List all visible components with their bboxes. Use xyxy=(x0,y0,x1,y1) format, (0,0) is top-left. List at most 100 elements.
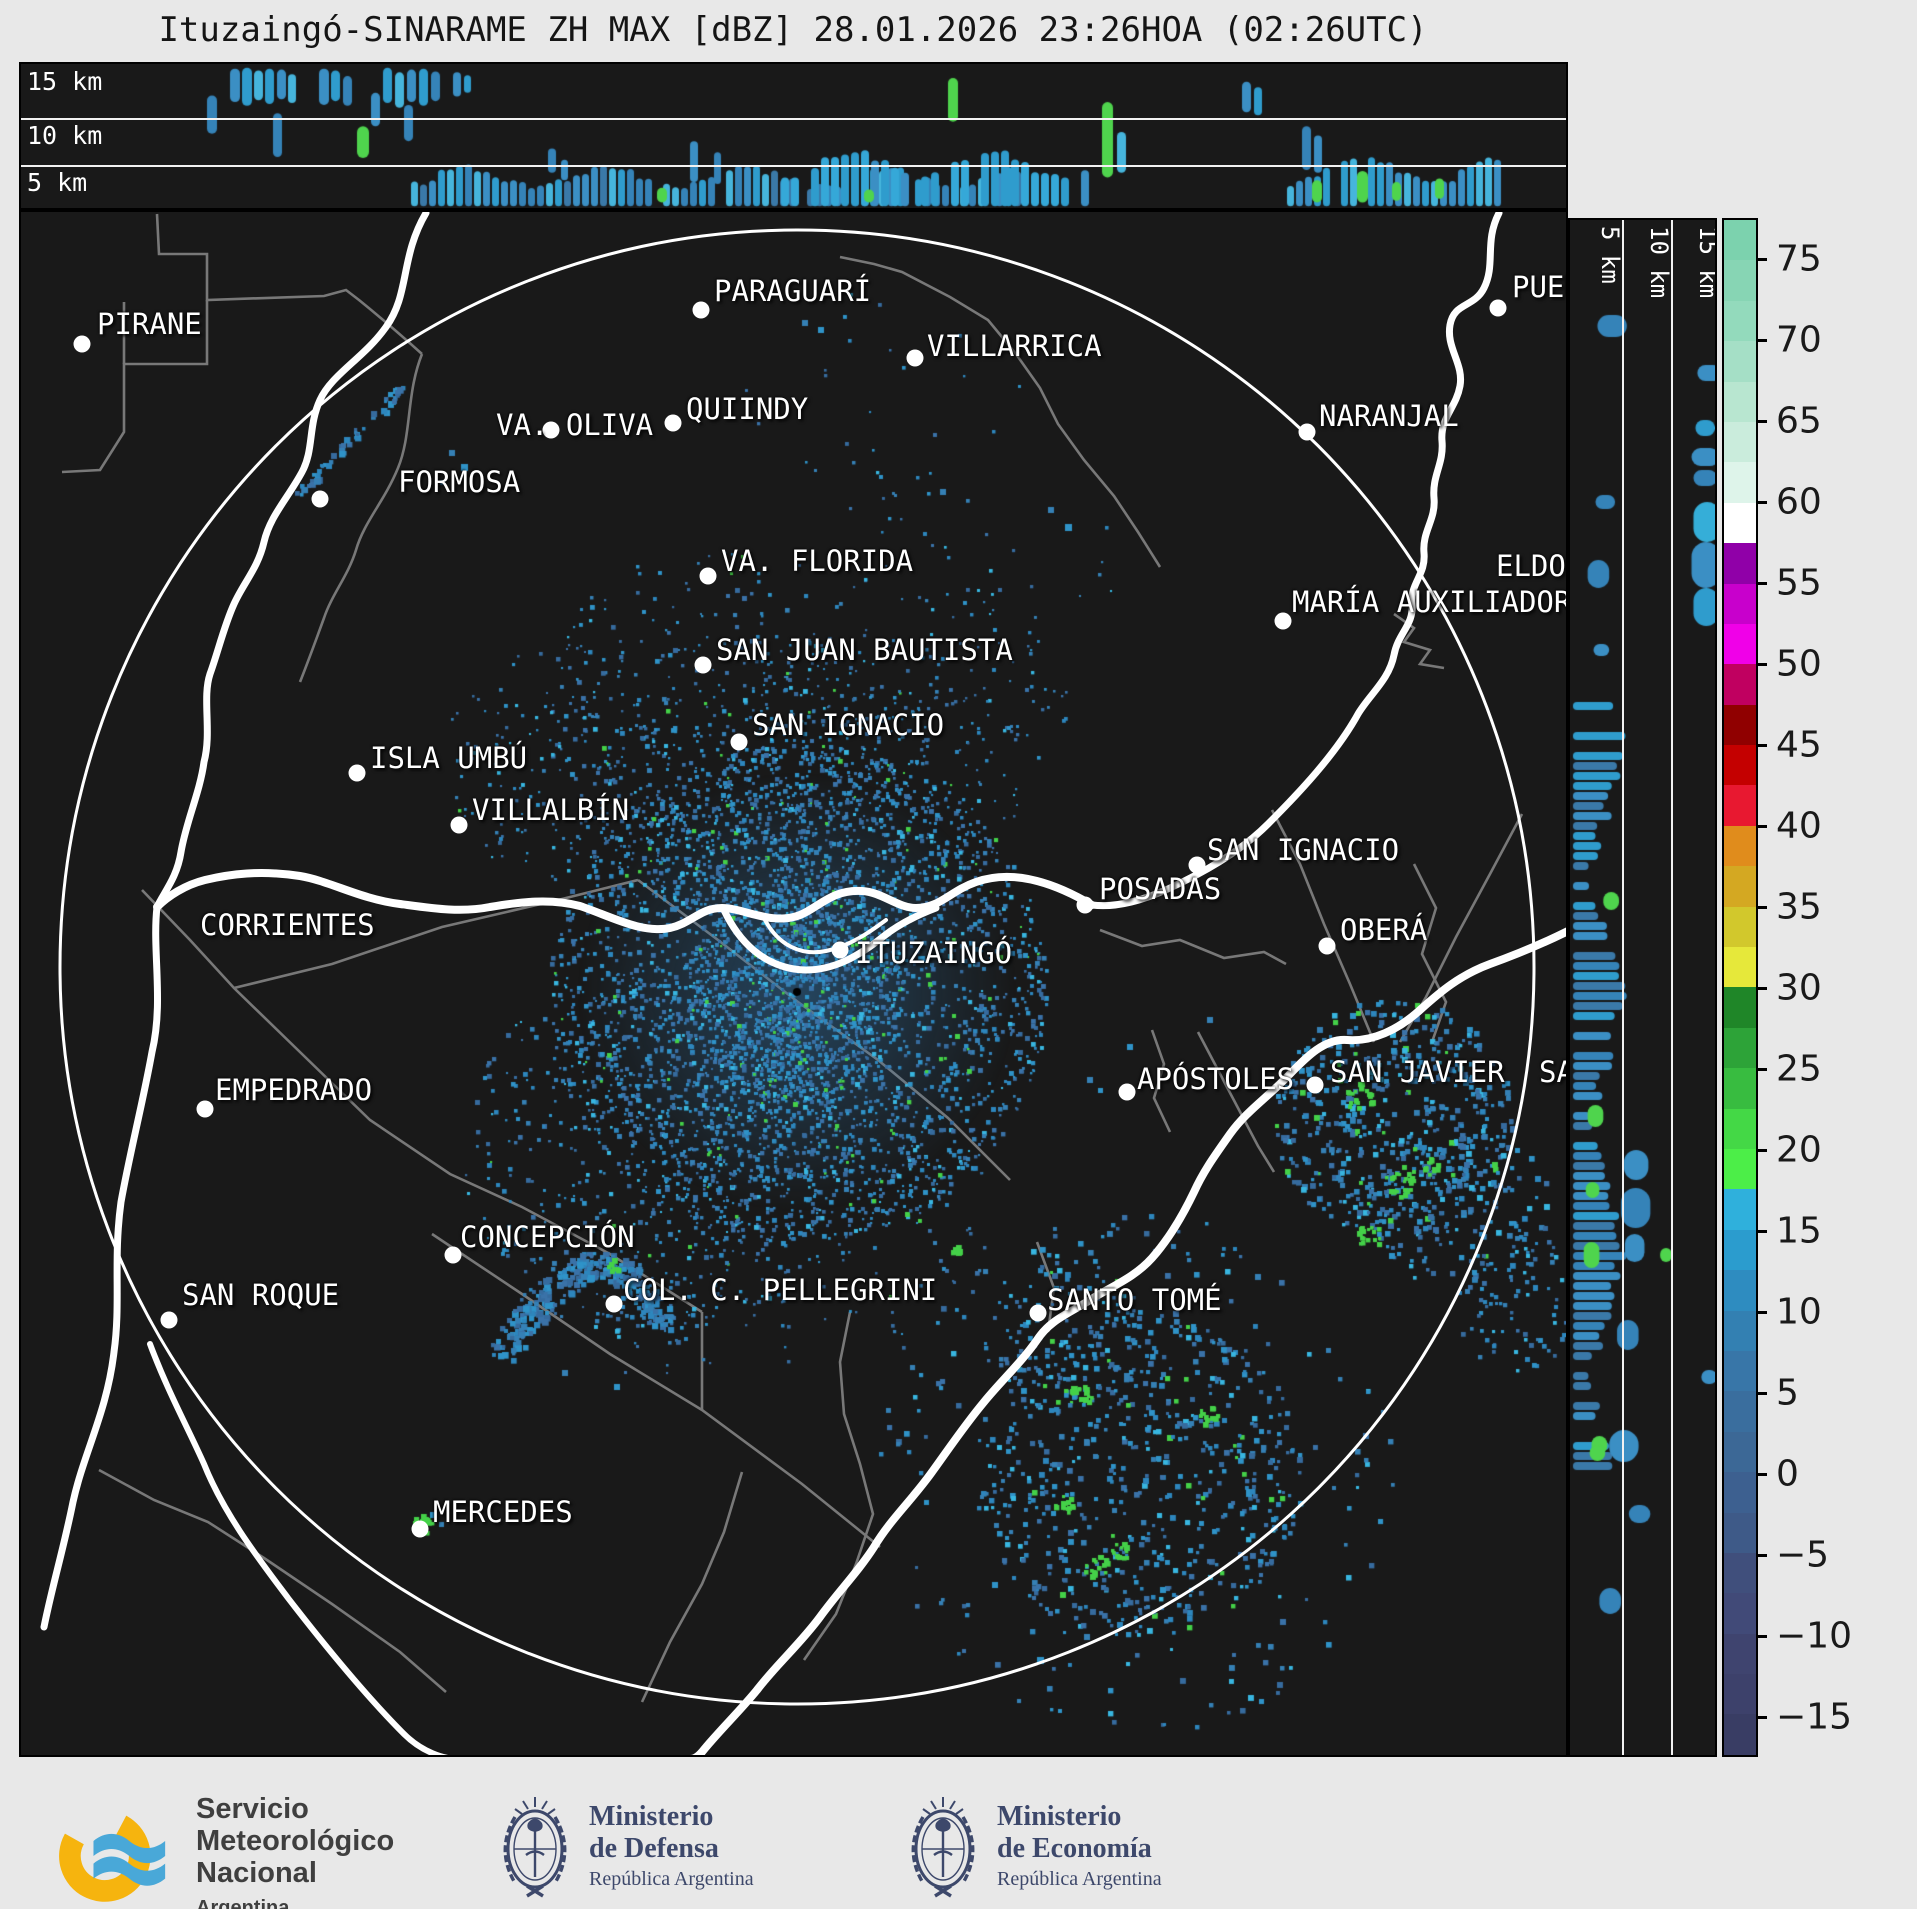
river-path xyxy=(153,212,430,911)
river-path xyxy=(153,869,1096,934)
economia-logo-block: Ministerio de Economía República Argenti… xyxy=(903,1787,1162,1907)
colorbar-tick-label: 30 xyxy=(1776,967,1822,1008)
city-dot-va-oliva xyxy=(542,421,560,439)
colorbar-tick-mark xyxy=(1757,1067,1767,1071)
colorbar-tick-mark xyxy=(1757,500,1767,504)
right-panel-5km-line xyxy=(1622,220,1624,1755)
colorbar-tick-mark xyxy=(1757,662,1767,666)
city-label-empedrado: EMPEDRADO xyxy=(215,1073,373,1107)
colorbar-tick-mark xyxy=(1757,1472,1767,1476)
city-label-santo-tome: SANTO TOMÉ xyxy=(1047,1283,1222,1317)
right-panel-label-15km: 15 km xyxy=(1694,226,1717,299)
defensa-text-line2: de Defensa xyxy=(589,1833,719,1864)
city-label-obera: OBERÁ xyxy=(1340,913,1428,947)
smn-text-line1: Servicio xyxy=(196,1793,309,1825)
colorbar-tick-label: 50 xyxy=(1776,643,1822,684)
colorbar-band xyxy=(1724,745,1756,786)
colorbar-band xyxy=(1724,1310,1756,1351)
smn-text-line3: Nacional xyxy=(196,1857,317,1889)
city-label-concepcion: CONCEPCIÓN xyxy=(460,1220,635,1254)
city-dot-ituzaingo xyxy=(831,941,849,959)
colorbar-tick-mark xyxy=(1757,581,1767,585)
city-label-maria-auxiliadora: MARÍA AUXILIADORA xyxy=(1292,585,1568,619)
colorbar-tick-label: 55 xyxy=(1776,562,1822,603)
colorbar-tick-mark xyxy=(1757,905,1767,909)
city-label-va-florida: VA. FLORIDA xyxy=(721,544,914,578)
city-label-villarrica: VILLARRICA xyxy=(927,329,1102,363)
map-panel: PIRANE PARAGUARÍ VILLARRICA QUIINDY VA. OLIV… xyxy=(19,210,1568,1757)
city-dot-villarrica xyxy=(906,349,924,367)
city-label-san-ignacio: SAN IGNACIO xyxy=(1207,833,1400,867)
defensa-coat-of-arms-icon xyxy=(495,1787,575,1907)
colorbar-tick-label: 65 xyxy=(1776,400,1822,441)
colorbar-band xyxy=(1724,1674,1756,1715)
colorbar-band xyxy=(1724,825,1756,867)
city-dot-quiindy xyxy=(664,414,682,432)
colorbar-band xyxy=(1724,1593,1756,1634)
smn-logo-icon xyxy=(52,1801,184,1909)
colorbar-tick-mark xyxy=(1757,986,1767,990)
river-path xyxy=(147,1341,449,1755)
city-label-san: SAN xyxy=(1539,1055,1566,1089)
colorbar-tick-label: −15 xyxy=(1776,1696,1852,1737)
colorbar-band xyxy=(1724,543,1756,584)
colorbar-band xyxy=(1724,1431,1756,1473)
colorbar-band xyxy=(1724,1552,1756,1594)
colorbar-tick-mark xyxy=(1757,419,1767,423)
city-dot-obera xyxy=(1318,937,1336,955)
city-dot-santo-tome xyxy=(1029,1304,1047,1322)
city-label-col-c-pellegrini: COL. C. PELLEGRINI xyxy=(623,1273,938,1307)
city-label-formosa: FORMOSA xyxy=(398,465,521,499)
economia-text-line2: de Economía xyxy=(997,1833,1152,1864)
top-panel-5km-line xyxy=(21,165,1566,167)
city-dot-villalbin xyxy=(450,816,468,834)
colorbar-tick-label: 20 xyxy=(1776,1129,1822,1170)
footer-logo-bar: Servicio Meteorológico Nacional Argentin… xyxy=(0,1765,1917,1909)
colorbar-band xyxy=(1724,1512,1756,1553)
colorbar-band xyxy=(1724,947,1756,988)
city-dot-san-roque xyxy=(160,1311,178,1329)
river-path xyxy=(1088,212,1503,910)
colorbar-band xyxy=(1724,1270,1756,1311)
city-label-san-javier: SAN JAVIER xyxy=(1330,1055,1505,1089)
defensa-text-line3: República Argentina xyxy=(589,1868,754,1890)
city-label-puerto: PUERTO xyxy=(1512,270,1566,304)
city-dot-isla-umbu xyxy=(348,764,366,782)
city-label-villalbin: VILLALBÍN xyxy=(472,793,630,827)
colorbar-band xyxy=(1724,462,1756,503)
city-dot-va-florida xyxy=(699,567,717,585)
colorbar-tick-label: 70 xyxy=(1776,319,1822,360)
city-label-apostoles: APÓSTOLES xyxy=(1137,1062,1295,1096)
colorbar-tick-label: 0 xyxy=(1776,1453,1799,1494)
city-label-corrientes: CORRIENTES xyxy=(200,908,375,942)
colorbar-tick-mark xyxy=(1757,1391,1767,1395)
colorbar-band xyxy=(1724,341,1756,382)
colorbar-band xyxy=(1724,623,1756,665)
city-dot-paraguari xyxy=(692,301,710,319)
city-label-va-oliva: VA. OLIVA xyxy=(496,408,654,442)
colorbar-tick-label: 5 xyxy=(1776,1372,1799,1413)
economia-coat-of-arms-icon xyxy=(903,1787,983,1907)
colorbar-tick-mark xyxy=(1757,824,1767,828)
colorbar-tick-mark xyxy=(1757,1310,1767,1314)
smn-text-line2: Meteorológico xyxy=(196,1825,395,1857)
city-dot-puerto xyxy=(1489,299,1507,317)
city-label-san-juan-bautista: SAN JUAN BAUTISTA xyxy=(716,633,1013,667)
colorbar-band xyxy=(1724,260,1756,301)
city-label-ituzaingo: ITUZAINGÓ xyxy=(855,936,1013,970)
colorbar-band xyxy=(1724,220,1756,261)
city-label-naranjal: NARANJAL xyxy=(1319,399,1459,433)
city-dot-col-c-pellegrini xyxy=(605,1295,623,1313)
city-dot-mercedes xyxy=(411,1520,429,1538)
colorbar-band xyxy=(1724,1108,1756,1149)
colorbar-band xyxy=(1724,664,1756,705)
city-dot-naranjal xyxy=(1298,423,1316,441)
economia-text-line1: Ministerio xyxy=(997,1801,1122,1832)
colorbar-band xyxy=(1724,906,1756,948)
colorbar-band xyxy=(1724,583,1756,624)
colorbar-tick-label: −10 xyxy=(1776,1615,1852,1656)
city-label-pirane: PIRANE xyxy=(97,307,202,341)
city-label-mercedes: MERCEDES xyxy=(433,1495,573,1529)
colorbar-tick-mark xyxy=(1757,1634,1767,1638)
right-panel-10km-line xyxy=(1671,220,1673,1755)
